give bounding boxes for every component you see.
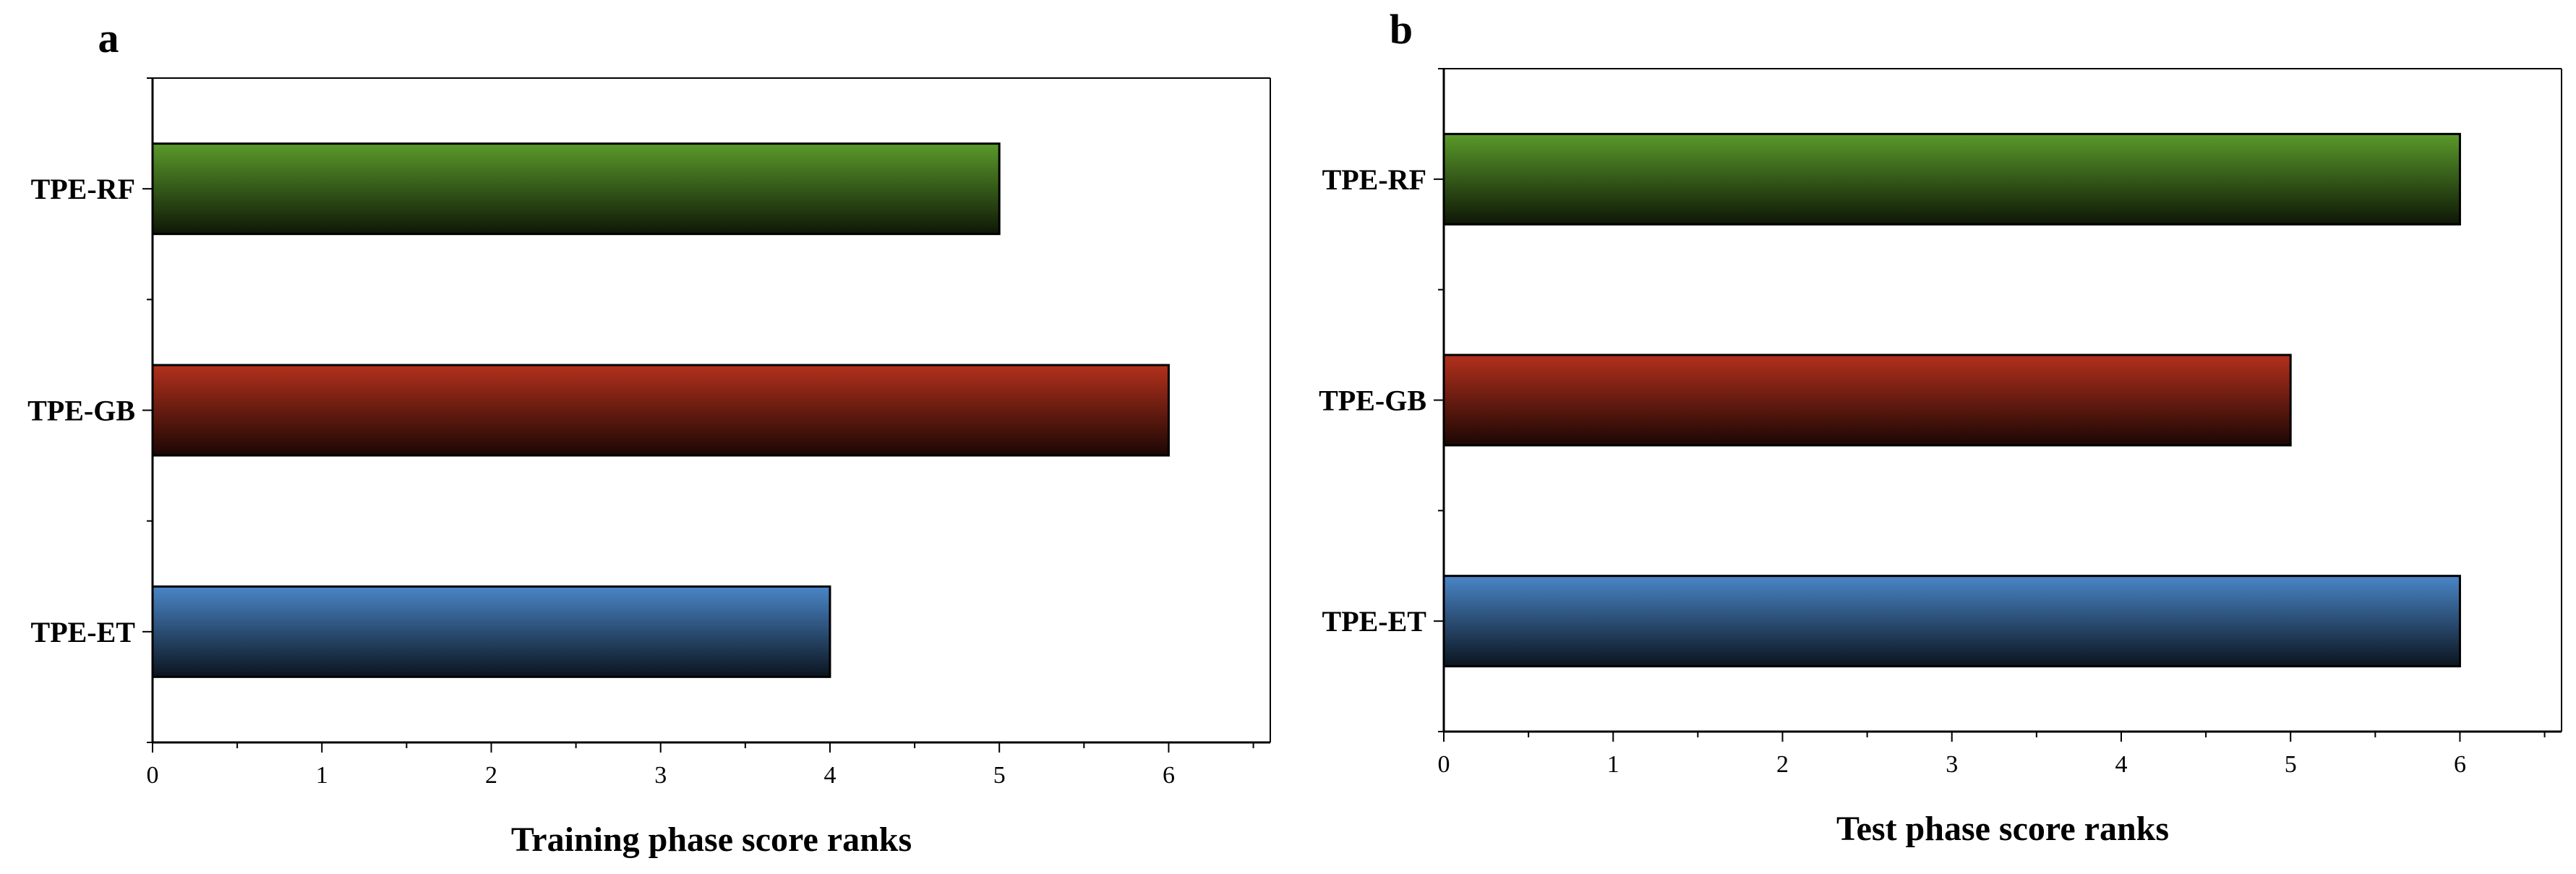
panel-label-a: a — [98, 14, 119, 61]
y-category-label: TPE-ET — [31, 616, 136, 648]
bar-tpe-gb — [1442, 354, 2292, 447]
x-tick-label: 4 — [2115, 751, 2127, 778]
y-category-label: TPE-GB — [1319, 385, 1426, 417]
x-tick-label: 1 — [1607, 751, 1619, 778]
x-tick-label: 2 — [485, 762, 497, 789]
bar-tpe-rf — [151, 142, 1001, 236]
panel-label-b: b — [1390, 6, 1413, 53]
bar-tpe-et — [1442, 575, 2461, 668]
x-tick-label: 6 — [1163, 762, 1175, 789]
x-tick-label: 5 — [2285, 751, 2297, 778]
x-tick-label: 3 — [654, 762, 667, 789]
y-category-label: TPE-ET — [1322, 605, 1427, 638]
x-tick-label: 3 — [1946, 751, 1958, 778]
x-axis-title: Training phase score ranks — [511, 821, 912, 859]
x-tick-label: 0 — [1438, 751, 1450, 778]
bar-tpe-rf — [1442, 132, 2461, 226]
y-category-label: TPE-RF — [1322, 163, 1426, 196]
y-category-label: TPE-GB — [27, 395, 135, 427]
x-tick-label: 5 — [993, 762, 1006, 789]
x-tick-label: 4 — [823, 762, 836, 789]
y-category-label: TPE-RF — [31, 173, 135, 205]
x-tick-label: 0 — [147, 762, 159, 789]
bar-tpe-et — [151, 585, 831, 678]
x-tick-label: 6 — [2454, 751, 2466, 778]
x-tick-label: 1 — [316, 762, 328, 789]
x-tick-label: 2 — [1776, 751, 1789, 778]
x-axis-title: Test phase score ranks — [1836, 810, 2169, 848]
bar-tpe-gb — [151, 364, 1170, 457]
